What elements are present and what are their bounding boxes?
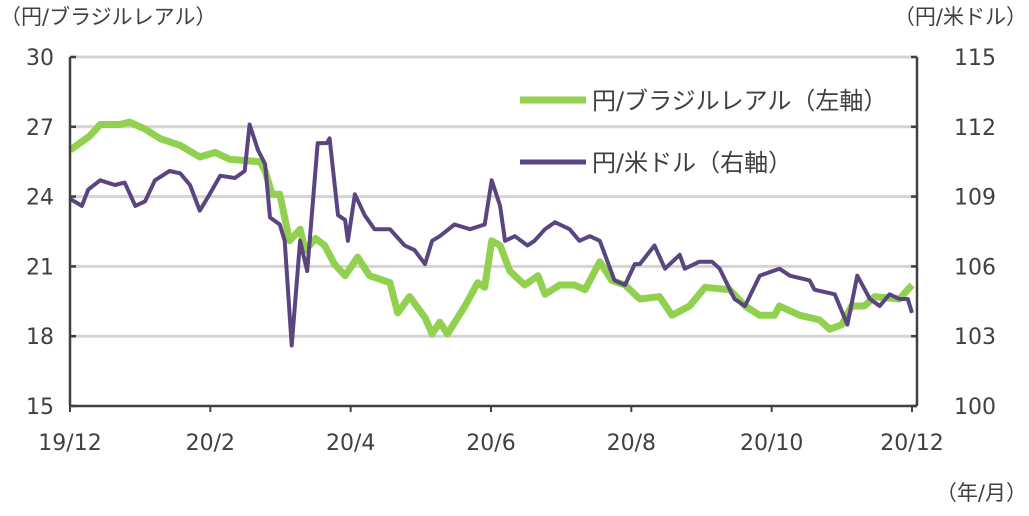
x-tick-label: 20/12 <box>880 431 943 456</box>
x-tick-label: 20/10 <box>740 431 803 456</box>
right-tick-label: 100 <box>954 395 996 420</box>
left-tick-label: 18 <box>26 325 54 350</box>
left-axis-label: （円/ブラジルレアル） <box>0 5 216 29</box>
left-tick-label: 30 <box>26 46 54 71</box>
left-tick-label: 15 <box>26 395 54 420</box>
right-tick-label: 112 <box>954 116 996 141</box>
x-tick-label: 20/2 <box>186 431 235 456</box>
x-tick-label: 20/4 <box>326 431 375 456</box>
x-tick-label: 19/12 <box>38 431 101 456</box>
left-tick-label: 21 <box>26 255 54 280</box>
gridlines <box>70 55 917 338</box>
right-tick-label: 106 <box>954 255 996 280</box>
right-tick-label: 109 <box>954 186 996 211</box>
x-tick-label: 20/6 <box>466 431 515 456</box>
legend: 円/ブラジルレアル（左軸） 円/米ドル（右軸） <box>520 87 887 177</box>
series-line-jpy-brl <box>67 118 915 338</box>
legend-label-usd: 円/米ドル（右軸） <box>592 149 792 177</box>
series-lines <box>67 118 915 348</box>
series-line-jpy-usd <box>68 122 914 348</box>
left-tick-label: 24 <box>26 186 54 211</box>
left-tick-label: 27 <box>26 116 54 141</box>
tick-labels: 15 100 18 103 21 106 24 109 27 112 30 115 19/12 20/2 2… <box>26 46 996 456</box>
x-tick-label: 20/8 <box>607 431 656 456</box>
x-unit-label: （年/月） <box>936 481 1027 505</box>
right-tick-label: 103 <box>954 325 996 350</box>
right-axis-label: （円/米ドル） <box>894 5 1027 29</box>
right-tick-label: 115 <box>954 46 996 71</box>
legend-label-brl: 円/ブラジルレアル（左軸） <box>592 87 887 115</box>
